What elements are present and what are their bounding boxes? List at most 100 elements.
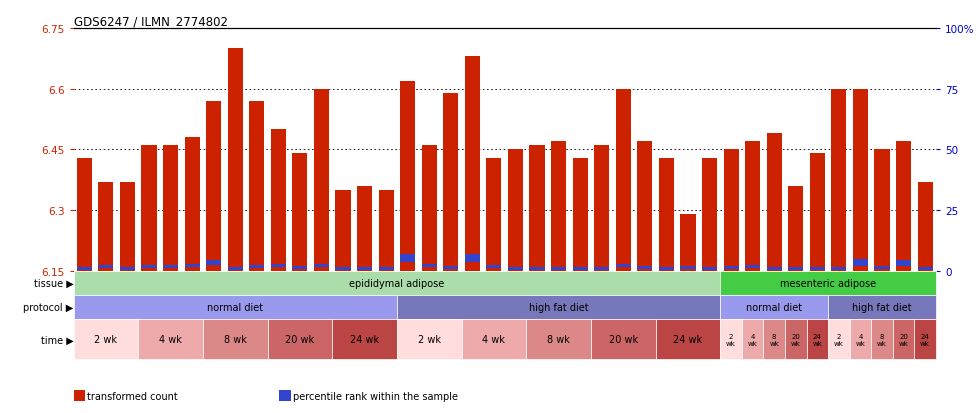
Bar — [828, 320, 850, 359]
Text: 24 wk: 24 wk — [673, 335, 703, 344]
Bar — [74, 320, 138, 359]
Bar — [529, 268, 545, 270]
Bar — [462, 320, 526, 359]
Text: 2
wk: 2 wk — [726, 333, 736, 346]
Bar — [871, 320, 893, 359]
Text: 20
wk: 20 wk — [899, 333, 908, 346]
Bar — [486, 265, 502, 268]
Bar — [292, 154, 308, 271]
Bar — [720, 271, 936, 295]
Text: 24 wk: 24 wk — [350, 335, 379, 344]
Bar — [270, 130, 286, 271]
Text: 2 wk: 2 wk — [417, 335, 441, 344]
Bar — [853, 259, 868, 266]
Bar — [335, 190, 351, 271]
Bar — [659, 158, 674, 271]
Text: tissue ▶: tissue ▶ — [33, 278, 74, 288]
Bar — [74, 295, 397, 320]
Bar — [268, 320, 332, 359]
Bar — [850, 320, 871, 359]
Bar — [98, 183, 114, 271]
Text: normal diet: normal diet — [746, 303, 803, 313]
Bar — [206, 260, 221, 265]
Bar — [378, 190, 394, 271]
Bar — [551, 142, 566, 271]
Bar — [465, 57, 480, 271]
Text: 8
wk: 8 wk — [769, 333, 779, 346]
Bar — [400, 81, 416, 271]
Text: 24
wk: 24 wk — [920, 333, 930, 346]
Text: epididymal adipose: epididymal adipose — [349, 278, 445, 288]
Bar — [659, 268, 674, 270]
Bar — [656, 320, 720, 359]
Text: 20 wk: 20 wk — [609, 335, 638, 344]
Bar — [874, 150, 890, 271]
Bar — [397, 320, 462, 359]
Bar — [723, 150, 739, 271]
Bar — [853, 90, 868, 271]
Text: time ▶: time ▶ — [41, 335, 74, 344]
Bar — [526, 320, 591, 359]
Text: protocol ▶: protocol ▶ — [24, 303, 74, 313]
Text: 2
wk: 2 wk — [834, 333, 844, 346]
Bar — [421, 146, 437, 271]
Bar — [141, 265, 157, 268]
Bar — [120, 183, 135, 271]
Bar — [378, 268, 394, 270]
Bar — [572, 158, 588, 271]
Bar — [831, 90, 847, 271]
Bar — [896, 142, 911, 271]
Bar — [637, 142, 653, 271]
Bar — [335, 268, 351, 270]
Bar — [443, 93, 459, 271]
Bar — [720, 320, 742, 359]
Text: 20 wk: 20 wk — [285, 335, 315, 344]
Text: 24
wk: 24 wk — [812, 333, 822, 346]
Bar — [314, 90, 329, 271]
Bar — [184, 138, 200, 271]
Bar — [742, 320, 763, 359]
Bar — [702, 158, 717, 271]
Text: 8
wk: 8 wk — [877, 333, 887, 346]
Bar — [594, 146, 610, 271]
Bar — [874, 266, 890, 269]
Bar — [809, 268, 825, 270]
Bar — [249, 102, 265, 271]
Bar — [680, 215, 696, 271]
Bar — [917, 268, 933, 270]
Bar — [680, 266, 696, 269]
Bar — [828, 295, 936, 320]
Bar — [702, 268, 717, 270]
Text: transformed count: transformed count — [87, 391, 178, 401]
Bar — [138, 320, 203, 359]
Bar — [443, 266, 459, 269]
Bar — [788, 268, 804, 270]
Bar — [893, 320, 914, 359]
Bar — [615, 90, 631, 271]
Bar — [227, 49, 243, 271]
Text: 4
wk: 4 wk — [748, 333, 758, 346]
Bar — [206, 102, 221, 271]
Bar — [486, 158, 502, 271]
Bar — [831, 268, 847, 270]
Bar — [766, 134, 782, 271]
Bar — [591, 320, 656, 359]
Bar — [332, 320, 397, 359]
Bar — [98, 265, 114, 268]
Bar — [163, 146, 178, 271]
Text: 8 wk: 8 wk — [223, 335, 247, 344]
Text: 20
wk: 20 wk — [791, 333, 801, 346]
Text: 2 wk: 2 wk — [94, 335, 118, 344]
Bar — [74, 271, 720, 295]
Bar — [465, 254, 480, 263]
Bar — [292, 266, 308, 269]
Text: 4
wk: 4 wk — [856, 333, 865, 346]
Bar — [720, 295, 828, 320]
Bar — [508, 150, 523, 271]
Bar — [745, 265, 760, 268]
Bar — [766, 268, 782, 270]
Bar — [551, 268, 566, 270]
Bar — [594, 268, 610, 270]
Bar — [76, 158, 92, 271]
Bar — [270, 264, 286, 268]
